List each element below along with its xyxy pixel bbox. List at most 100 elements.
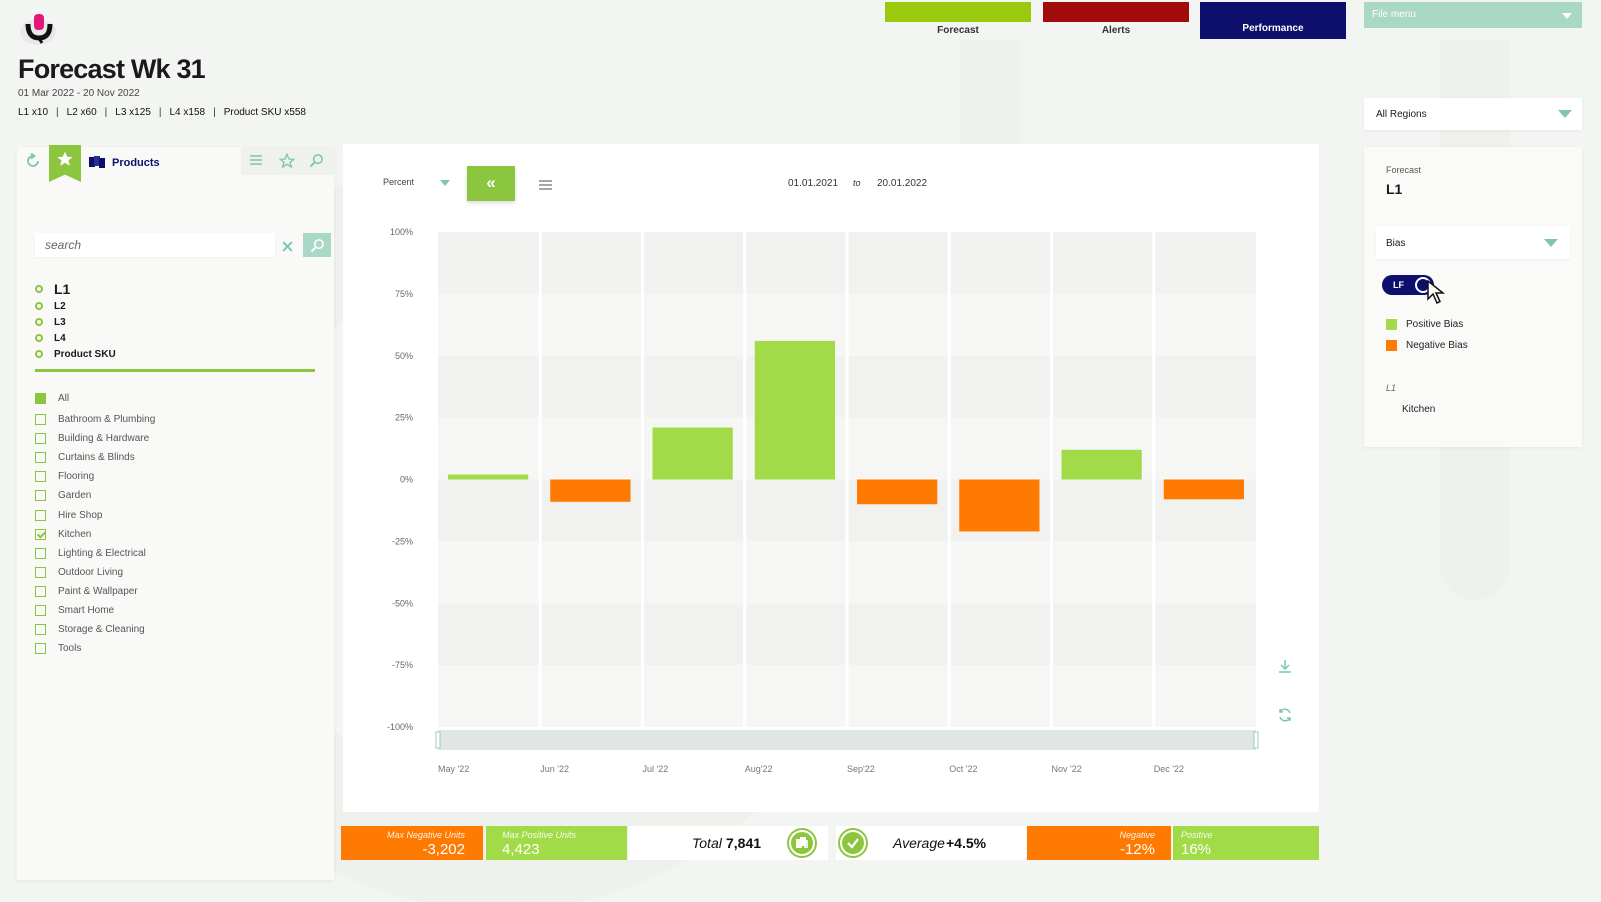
checkbox[interactable]: [35, 414, 46, 426]
category-item[interactable]: Kitchen: [35, 525, 155, 544]
level-label: Product SKU: [54, 348, 116, 360]
download-icon[interactable]: [1277, 658, 1293, 679]
products-label[interactable]: Products: [112, 157, 160, 169]
y-tick-label: 100%: [390, 227, 413, 237]
checkbox[interactable]: [35, 547, 46, 559]
mouse-cursor-icon: [1426, 279, 1450, 312]
chevron-down-icon: [1562, 13, 1572, 19]
chevron-down-icon: [1544, 239, 1558, 247]
checkbox[interactable]: [35, 452, 46, 464]
collapse-button[interactable]: «: [467, 166, 515, 201]
y-tick-label: -75%: [392, 660, 413, 670]
checkbox[interactable]: [35, 624, 46, 636]
search-button[interactable]: [303, 233, 331, 257]
category-item[interactable]: Smart Home: [35, 601, 155, 620]
tab-alerts[interactable]: Alerts: [1043, 2, 1189, 40]
category-label: Tools: [58, 643, 82, 655]
bias-bar: [754, 340, 835, 480]
forecast-level: L1: [1386, 181, 1403, 197]
checkbox[interactable]: [35, 509, 46, 521]
unit-select[interactable]: Percent: [383, 177, 415, 187]
menu-icon[interactable]: [539, 178, 552, 196]
category-item[interactable]: Storage & Cleaning: [35, 620, 155, 639]
products-circle-icon: [789, 830, 815, 856]
level-item[interactable]: L3: [35, 314, 116, 330]
checkbox[interactable]: [35, 433, 46, 445]
category-item[interactable]: Garden: [35, 486, 155, 505]
checkbox[interactable]: [35, 604, 46, 616]
chevron-down-icon[interactable]: [440, 180, 450, 186]
category-item[interactable]: Lighting & Electrical: [35, 544, 155, 563]
checkbox[interactable]: [35, 490, 46, 502]
checkbox[interactable]: [35, 566, 46, 578]
level-label: L1: [54, 281, 71, 297]
tab-performance-label: Performance: [1242, 23, 1304, 34]
search-icon[interactable]: [309, 153, 324, 173]
category-label: Smart Home: [58, 604, 115, 616]
y-tick-label: -100%: [387, 722, 413, 732]
checkbox[interactable]: [35, 393, 46, 404]
category-item[interactable]: Tools: [35, 639, 155, 658]
region-select-value: All Regions: [1376, 109, 1427, 120]
forecast-detail-panel: Forecast L1 Bias LF Positive Bias Negati…: [1364, 147, 1582, 447]
y-tick-label: 50%: [395, 351, 413, 361]
close-icon[interactable]: [282, 239, 293, 257]
tab-forecast[interactable]: Forecast: [885, 2, 1031, 40]
radio-icon: [35, 350, 43, 358]
category-item[interactable]: Paint & Wallpaper: [35, 582, 155, 601]
y-tick-label: -50%: [392, 598, 413, 608]
bias-bar: [1061, 449, 1142, 480]
radio-icon: [35, 318, 43, 326]
metric-select[interactable]: Bias: [1376, 227, 1570, 259]
category-item[interactable]: Outdoor Living: [35, 563, 155, 582]
category-label: Hire Shop: [58, 509, 103, 521]
refresh-icon[interactable]: [25, 152, 41, 169]
star-outline-icon[interactable]: [278, 152, 296, 174]
category-item[interactable]: Flooring: [35, 467, 155, 486]
legend-item: Negative Bias: [1386, 335, 1468, 356]
level-item[interactable]: L1: [35, 280, 116, 298]
y-tick-label: 75%: [395, 289, 413, 299]
file-menu-dropdown[interactable]: File menu: [1364, 2, 1582, 28]
bias-bar-chart: 100% 75% 50% 25% 0% -25% -50% -75% -100% May '22 J…: [387, 227, 1259, 774]
level-item[interactable]: Product SKU: [35, 346, 116, 362]
category-item[interactable]: Building & Hardware: [35, 429, 155, 448]
sync-icon[interactable]: [1277, 707, 1293, 728]
range-navigator[interactable]: [438, 730, 1256, 750]
favorites-tab[interactable]: [49, 145, 81, 182]
category-list: All Bathroom & Plumbing Building & Hardwar…: [35, 387, 155, 658]
category-item[interactable]: Bathroom & Plumbing: [35, 410, 155, 429]
count-sku: Product SKU x558: [223, 107, 306, 118]
checkbox[interactable]: [35, 643, 46, 655]
toggle-label: LF: [1393, 280, 1404, 290]
search-icon: [310, 239, 324, 253]
category-item[interactable]: All: [35, 387, 155, 410]
category-item[interactable]: Hire Shop: [35, 505, 155, 524]
range-handle[interactable]: [435, 731, 441, 749]
search-box: [35, 233, 331, 257]
region-select[interactable]: All Regions: [1364, 98, 1582, 130]
category-label: Paint & Wallpaper: [58, 585, 138, 597]
category-label: Bathroom & Plumbing: [58, 414, 156, 426]
range-handle[interactable]: [1253, 731, 1259, 749]
lf-toggle[interactable]: LF: [1382, 275, 1434, 295]
level-item[interactable]: L4: [35, 330, 116, 346]
chart-card: Percent « 01.01.2021 to 20.01.2022 100% 7…: [343, 144, 1319, 812]
tab-performance[interactable]: Performance: [1200, 2, 1346, 39]
list-icon[interactable]: [249, 153, 263, 172]
category-item[interactable]: Curtains & Blinds: [35, 448, 155, 467]
level-item[interactable]: L2: [35, 298, 116, 314]
x-tick-label: Dec '22: [1154, 764, 1184, 774]
checkbox[interactable]: [35, 528, 46, 540]
date-to[interactable]: 20.01.2022: [877, 178, 928, 189]
category-label: Curtains & Blinds: [58, 452, 135, 464]
tab-alerts-label: Alerts: [1101, 25, 1131, 36]
products-icon: [89, 155, 105, 174]
date-from[interactable]: 01.01.2021: [788, 178, 839, 189]
checkbox[interactable]: [35, 585, 46, 597]
checkbox[interactable]: [35, 471, 46, 483]
stat-label: Max Positive Units: [502, 830, 577, 840]
legend-swatch: [1386, 340, 1397, 351]
search-input[interactable]: [35, 233, 275, 257]
y-tick-label: 25%: [395, 413, 413, 423]
